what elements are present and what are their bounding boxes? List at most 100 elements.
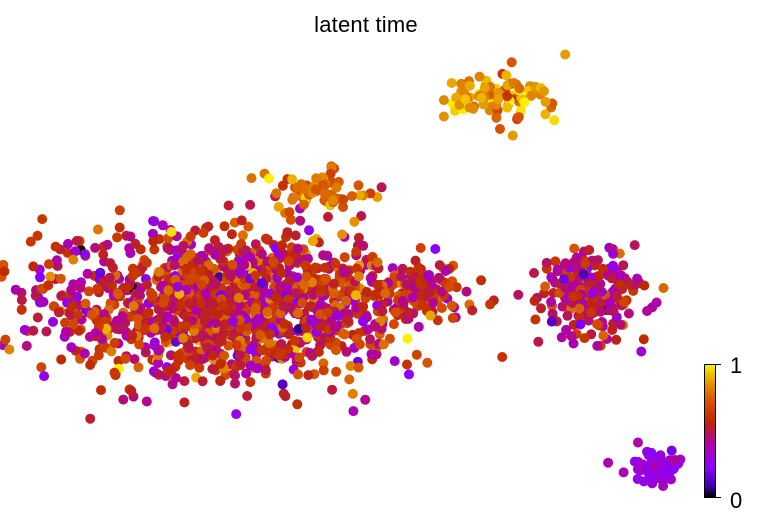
data-point [81,299,91,309]
data-point [547,317,557,327]
data-point [549,115,559,125]
data-point [92,284,102,294]
data-point [462,287,472,297]
data-point [208,351,218,361]
data-point [327,385,337,395]
data-point [465,81,475,91]
data-point [560,50,570,60]
data-point [194,363,204,373]
data-point [293,370,303,380]
data-point [636,347,646,357]
data-point [319,365,329,375]
data-point [341,296,351,306]
data-point [141,324,151,334]
data-point [154,370,164,380]
data-point [232,340,242,350]
data-point [245,200,255,210]
data-point [584,245,594,255]
data-point [36,362,46,372]
data-point [441,266,451,276]
data-point [268,256,278,266]
data-point [96,385,106,395]
data-point [377,306,387,316]
data-point [624,309,634,319]
data-point [404,369,414,379]
data-point [559,274,569,284]
cluster-bottom-right-cluster [603,438,685,492]
data-point [304,225,314,235]
data-point [211,318,221,328]
data-point [652,298,662,308]
data-point [121,283,131,293]
data-point [31,291,41,301]
data-point [67,302,77,312]
data-point [66,285,76,295]
data-point [404,308,414,318]
data-point [210,235,220,245]
data-point [98,250,108,260]
data-point [444,282,454,292]
data-point [94,350,104,360]
data-point [349,217,359,227]
data-point [308,236,318,246]
data-point [251,303,261,313]
data-point [315,322,325,332]
data-point [274,202,284,212]
data-point [520,97,530,107]
data-point [439,95,449,105]
data-point [261,234,271,244]
data-point [54,307,64,317]
data-point [539,86,549,96]
data-point [262,307,272,317]
data-point [316,285,326,295]
data-point [297,298,307,308]
data-point [56,274,66,284]
data-point [238,230,248,240]
data-point [245,377,255,387]
data-point [69,319,79,329]
data-point [412,350,422,360]
data-point [508,131,518,141]
data-point [514,112,524,122]
data-point [158,220,168,230]
data-point [95,268,105,278]
data-point [163,285,173,295]
data-point [277,240,287,250]
data-point [0,266,9,276]
data-point [56,355,66,365]
data-point [195,266,205,276]
data-point [425,311,435,321]
data-point [560,260,570,270]
data-point [198,228,208,238]
data-point [501,70,511,80]
data-point [60,318,70,328]
data-point [344,374,354,384]
data-point [148,236,158,246]
data-point [241,369,251,379]
data-point [497,352,507,362]
data-point [502,91,512,101]
data-point [659,473,669,483]
data-point [343,316,353,326]
data-point [580,333,590,343]
data-point [72,236,82,246]
data-point [236,268,246,278]
data-point [261,365,271,375]
data-point [495,124,505,134]
data-point [109,368,119,378]
data-point [348,389,358,399]
data-point [338,195,348,205]
data-point [115,223,125,233]
data-point [276,268,286,278]
data-point [592,319,602,329]
data-point [575,304,585,314]
data-point [144,308,154,318]
data-point [502,103,512,113]
data-point [391,308,401,318]
data-point [402,334,412,344]
data-point [247,173,257,183]
data-point [168,379,178,389]
data-point [11,285,21,295]
